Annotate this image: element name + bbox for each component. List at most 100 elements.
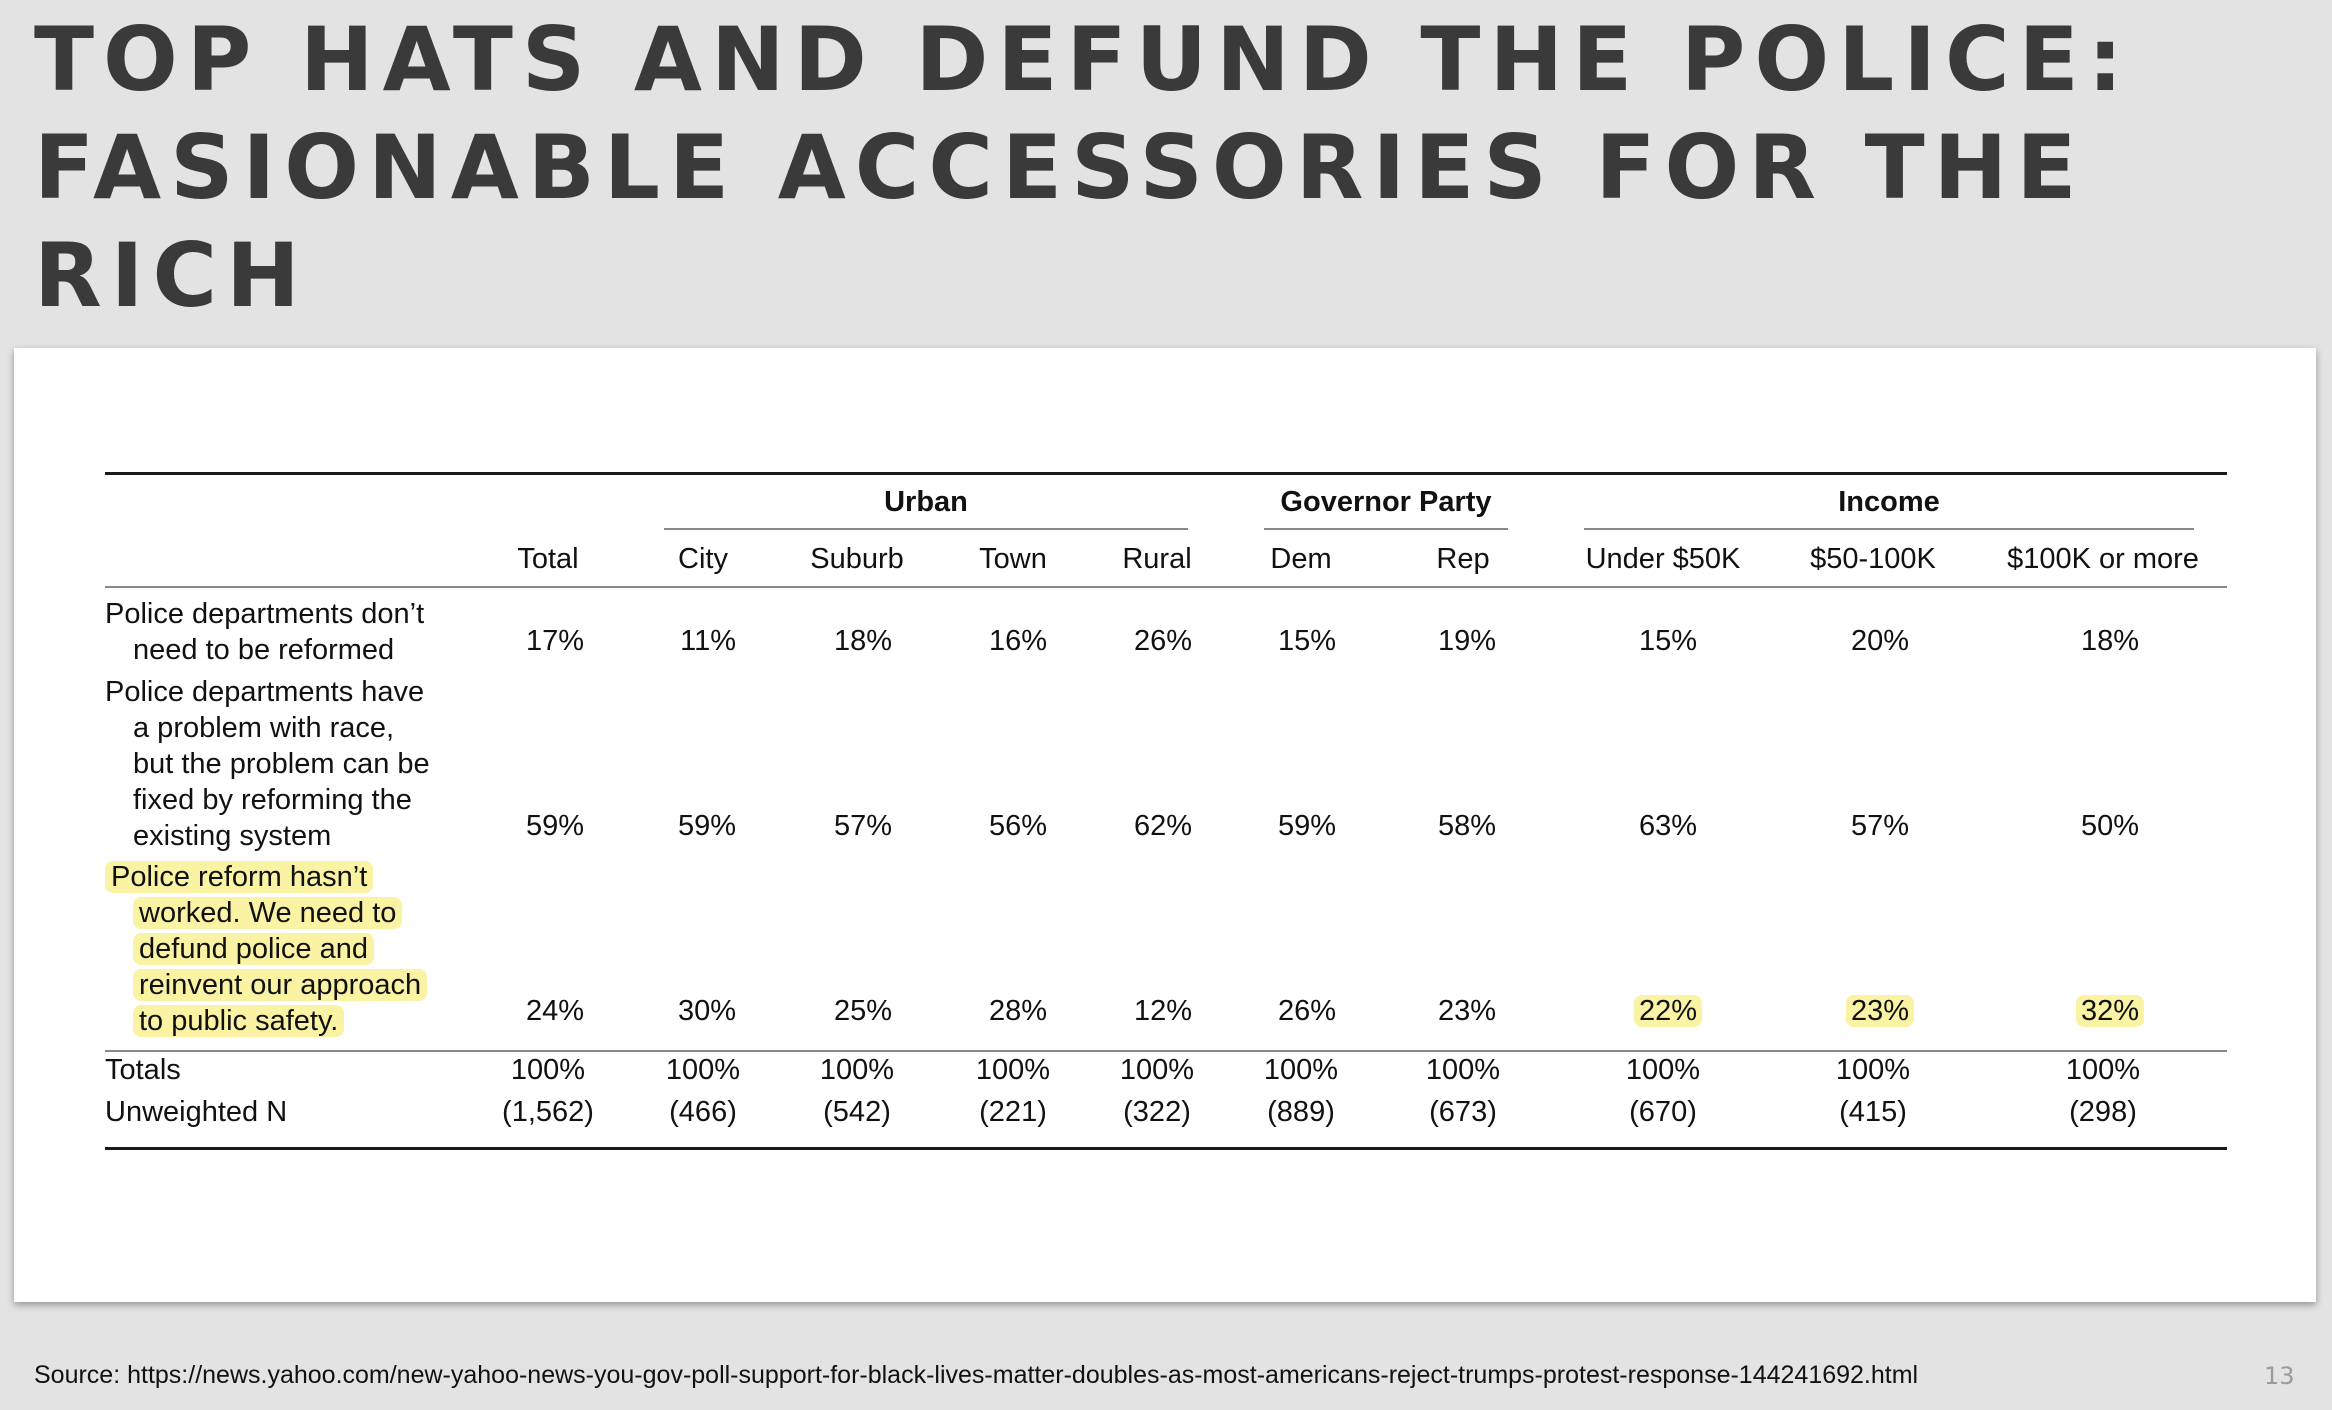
row-label-text: existing system: [133, 820, 332, 852]
footer-cell-value: (670): [1629, 1096, 1697, 1128]
table-cell-value: 59%: [525, 810, 584, 842]
table-cell-value: 18%: [2080, 625, 2139, 657]
table-cell-value: 30%: [677, 995, 736, 1027]
header-bottom-rule: [105, 586, 2227, 588]
footer-row-label: Totals: [105, 1054, 181, 1086]
table-cell-value: 16%: [988, 625, 1047, 657]
footer-cell-value: 100%: [1263, 1054, 1339, 1086]
row-label-text: to public safety.: [133, 1005, 345, 1037]
table-cell-value: 57%: [833, 810, 892, 842]
row-label-text: but the problem can be: [133, 748, 430, 780]
table-cell-value: 24%: [525, 995, 584, 1027]
highlighted-value: 23%: [1845, 995, 1914, 1027]
table-cell-value: 58%: [1437, 810, 1496, 842]
table-cell-value: 62%: [1133, 810, 1192, 842]
slide-title-line-1: TOP HATS AND DEFUND THE POLICE:: [34, 8, 2132, 111]
footer-cell-value: 100%: [975, 1054, 1051, 1086]
row-label-line: worked. We need to: [105, 895, 427, 931]
body-bottom-rule: [105, 1050, 2227, 1052]
row-label-text: need to be reformed: [133, 634, 395, 666]
row-label-line: Police reform hasn’t: [105, 859, 427, 895]
footer-cell-value: 100%: [510, 1054, 586, 1086]
table-cell-value: 25%: [833, 995, 892, 1027]
table-cell-value: 20%: [1850, 625, 1909, 657]
table-cell-value: 18%: [833, 625, 892, 657]
table-cell-value: 59%: [1277, 810, 1336, 842]
footer-cell-value: 100%: [665, 1054, 741, 1086]
table-cell-value: 32%: [2075, 993, 2144, 1029]
footer-cell-value: (221): [979, 1096, 1047, 1128]
table-cell-value: 26%: [1133, 625, 1192, 657]
footer-cell-value: (1,562): [502, 1096, 594, 1128]
poll-table: Urban Governor Party Income Total City Suburb…: [14, 348, 2316, 1302]
column-header: City: [678, 543, 728, 575]
footer-cell-value: (889): [1267, 1096, 1335, 1128]
column-header: Under $50K: [1585, 543, 1741, 575]
column-header: Total: [517, 543, 579, 575]
table-cell-value: 63%: [1638, 810, 1697, 842]
column-header: Rep: [1436, 543, 1490, 575]
table-bottom-rule: [105, 1147, 2227, 1150]
footer-cell-value: (673): [1429, 1096, 1497, 1128]
column-group-rule: [1264, 528, 1508, 530]
column-header: Dem: [1270, 543, 1332, 575]
row-label-line: need to be reformed: [105, 632, 424, 668]
table-cell-value: 17%: [525, 625, 584, 657]
table-cell-value: 23%: [1845, 993, 1914, 1029]
row-label-text: a problem with race,: [133, 712, 395, 744]
row-label-text: Police departments have: [105, 676, 425, 708]
row-label-text: Police departments don’t: [105, 598, 425, 630]
row-label: Police departments don’t need to be refor…: [105, 596, 424, 668]
column-group-header: Income: [1838, 486, 1940, 518]
column-header: $100K or more: [2007, 543, 2199, 575]
footer-row-label: Unweighted N: [105, 1096, 288, 1128]
row-label-text: Police reform hasn’t: [105, 861, 374, 893]
row-label-line: a problem with race,: [105, 710, 430, 746]
footer-cell-value: (298): [2069, 1096, 2137, 1128]
column-group-rule: [664, 528, 1188, 530]
slide-title-line-3: RICH: [34, 224, 309, 327]
table-cell-value: 15%: [1638, 625, 1697, 657]
footer-cell-value: (415): [1839, 1096, 1907, 1128]
column-header: Rural: [1122, 543, 1192, 575]
table-top-rule: [105, 472, 2227, 475]
column-group-header: Governor Party: [1280, 486, 1492, 518]
row-label-line: but the problem can be: [105, 746, 430, 782]
column-header: Town: [979, 543, 1047, 575]
column-header: Suburb: [810, 543, 904, 575]
footer-cell-value: (322): [1123, 1096, 1191, 1128]
column-group-rule: [1584, 528, 2194, 530]
row-label: Police reform hasn’t worked. We need to de…: [105, 859, 428, 1039]
row-label-text: reinvent our approach: [133, 969, 428, 1001]
table-cell-value: 59%: [677, 810, 736, 842]
footer-cell-value: 100%: [1119, 1054, 1195, 1086]
footer-cell-value: 100%: [1425, 1054, 1501, 1086]
footer-cell-value: 100%: [2065, 1054, 2141, 1086]
row-label-text: fixed by reforming the: [133, 784, 412, 816]
slide-title: TOP HATS AND DEFUND THE POLICE: FASIONAB…: [34, 6, 2134, 330]
table-cell-value: 19%: [1437, 625, 1496, 657]
row-label: Police departments have a problem with ra…: [105, 674, 430, 854]
row-label-text: worked. We need to: [133, 897, 403, 929]
source-citation: Source: https://news.yahoo.com/new-yahoo…: [34, 1361, 1919, 1389]
highlighted-value: 32%: [2075, 995, 2144, 1027]
footer-cell-value: 100%: [819, 1054, 895, 1086]
row-label-line: Police departments have: [105, 674, 430, 710]
table-cell-value: 23%: [1437, 995, 1496, 1027]
row-label-line: reinvent our approach: [105, 967, 428, 1003]
page-number: 13: [2264, 1362, 2295, 1390]
row-label-line: existing system: [105, 818, 430, 854]
column-group-header: Urban: [884, 486, 968, 518]
highlighted-value: 22%: [1633, 995, 1702, 1027]
slide-title-line-2: FASIONABLE ACCESSORIES FOR THE: [34, 116, 2086, 219]
row-label-line: to public safety.: [105, 1003, 427, 1039]
row-label-line: fixed by reforming the: [105, 782, 430, 818]
poll-table-card: Urban Governor Party Income Total City Suburb…: [14, 348, 2316, 1302]
table-cell-value: 50%: [2080, 810, 2139, 842]
row-label-line: Police departments don’t: [105, 596, 424, 632]
table-cell-value: 11%: [680, 625, 736, 657]
footer-cell-value: (466): [669, 1096, 737, 1128]
column-header: $50-100K: [1810, 543, 1936, 575]
table-cell-value: 26%: [1277, 995, 1336, 1027]
footer-cell-value: (542): [823, 1096, 891, 1128]
